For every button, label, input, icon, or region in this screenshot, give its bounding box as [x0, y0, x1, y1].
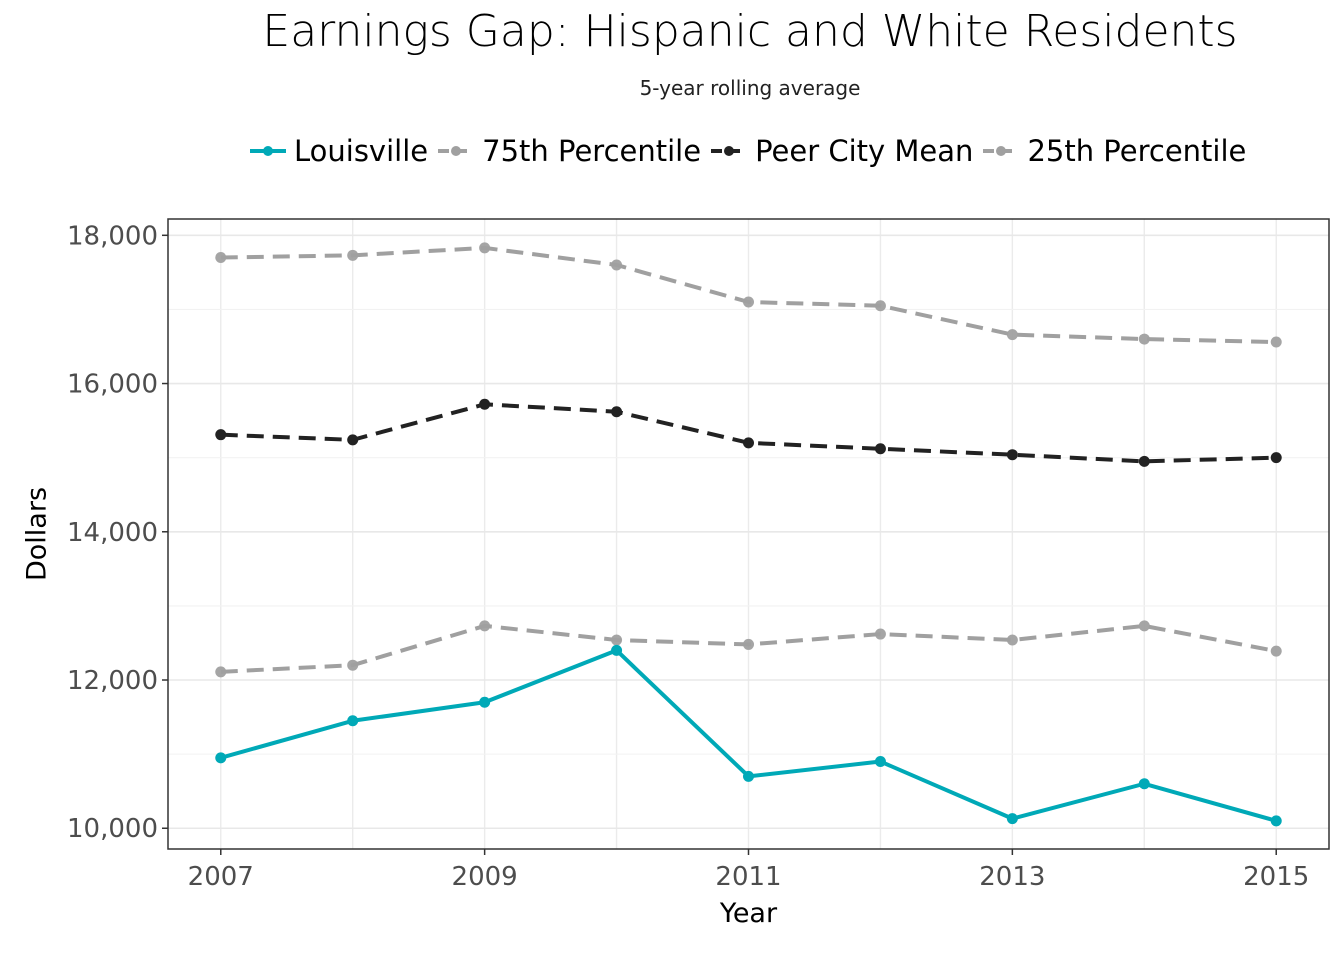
chart-title: Earnings Gap: Hispanic and White Residen…: [262, 6, 1238, 57]
data-point: [1006, 813, 1018, 825]
data-point: [743, 770, 754, 782]
data-point: [347, 434, 359, 446]
gridlines: [168, 219, 1329, 849]
y-axis-title: Dollars: [21, 487, 52, 581]
legend-item: Louisville: [248, 134, 428, 168]
series-75th-percentile: [215, 242, 1282, 348]
data-point: [215, 666, 227, 678]
legend-item: Peer City Mean: [709, 134, 973, 168]
data-point: [1138, 620, 1150, 632]
data-point: [611, 644, 623, 656]
x-tick-label: 2015: [1243, 862, 1309, 892]
data-point: [1138, 778, 1150, 790]
data-point: [1270, 815, 1282, 827]
data-point: [611, 406, 623, 418]
data-point: [215, 252, 227, 264]
data-point: [874, 300, 886, 312]
data-point: [1138, 333, 1150, 345]
legend-key: [983, 146, 1020, 156]
legend-item: 25th Percentile: [981, 134, 1246, 168]
data-point: [347, 715, 359, 727]
series-layer: [215, 242, 1282, 827]
data-point: [1138, 455, 1150, 467]
x-tick-label: 2009: [452, 862, 518, 892]
data-point: [743, 437, 754, 449]
data-point: [611, 259, 623, 271]
legend-label: 75th Percentile: [482, 134, 702, 168]
legend-key: [438, 146, 475, 156]
legend-key: [711, 146, 748, 156]
legend-label: Peer City Mean: [755, 134, 974, 168]
data-point: [1006, 329, 1018, 341]
data-point: [1270, 645, 1282, 657]
series-louisville: [215, 644, 1282, 827]
legend-item: 75th Percentile: [436, 134, 701, 168]
data-point: [479, 242, 491, 254]
x-axis-title: Year: [719, 898, 778, 929]
data-point: [1270, 452, 1282, 464]
series-25th-percentile: [215, 620, 1282, 678]
data-point: [1006, 634, 1018, 646]
data-point: [874, 443, 886, 455]
y-tick-label: 10,000: [67, 814, 158, 844]
data-point: [874, 756, 886, 768]
data-point: [611, 634, 623, 646]
legend-key: [250, 146, 286, 156]
data-point: [479, 696, 491, 708]
y-axis: 10,000 12,000 14,000 16,000 18,000: [67, 221, 168, 844]
x-tick-label: 2007: [188, 862, 254, 892]
y-tick-label: 16,000: [67, 370, 158, 400]
legend-label: 25th Percentile: [1027, 134, 1247, 168]
legend-label: Louisville: [294, 134, 429, 168]
chart-subtitle: 5-year rolling average: [639, 76, 861, 100]
y-tick-label: 14,000: [67, 518, 158, 548]
data-point: [479, 398, 491, 410]
data-point: [1270, 336, 1282, 348]
y-tick-label: 18,000: [67, 221, 158, 251]
x-tick-label: 2011: [715, 862, 781, 892]
series-peer-city-mean: [215, 398, 1282, 467]
data-point: [743, 638, 754, 650]
x-axis: 2007 2009 2011 2013 2015: [188, 849, 1309, 892]
data-point: [743, 296, 754, 308]
data-point: [215, 752, 227, 764]
data-point: [479, 620, 491, 632]
y-tick-label: 12,000: [67, 666, 158, 696]
data-point: [1006, 449, 1018, 461]
data-point: [347, 249, 359, 261]
chart-legend: Louisville 75th Percentile Peer City Mean 2…: [248, 128, 1254, 174]
data-point: [215, 429, 227, 441]
data-point: [874, 628, 886, 640]
x-tick-label: 2013: [979, 862, 1045, 892]
data-point: [347, 659, 359, 671]
